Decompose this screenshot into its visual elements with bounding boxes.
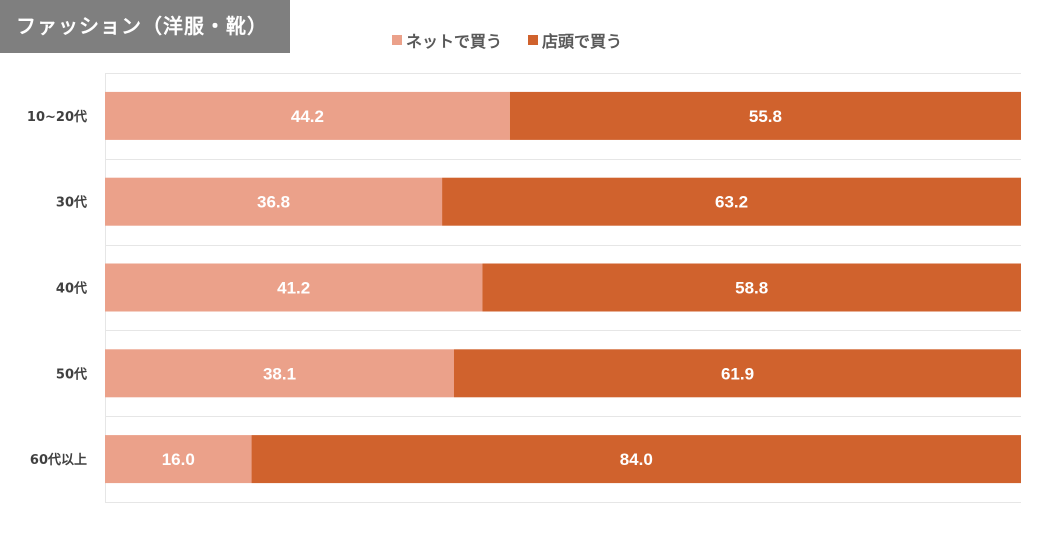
bar-segment bbox=[105, 435, 252, 484]
category-label: 10~20代 bbox=[27, 109, 87, 125]
bar-segment bbox=[453, 349, 1022, 398]
category-label: 30代 bbox=[56, 195, 87, 211]
data-label: 41.2 bbox=[277, 279, 310, 298]
bar-segment bbox=[105, 177, 443, 226]
legend-item-store: 店頭で買う bbox=[528, 28, 622, 52]
data-label: 36.8 bbox=[257, 193, 290, 212]
data-label: 44.2 bbox=[291, 107, 324, 126]
legend-swatch-online bbox=[392, 35, 402, 45]
category-label: 40代 bbox=[56, 281, 87, 297]
category-label: 60代以上 bbox=[30, 452, 87, 468]
data-label: 61.9 bbox=[721, 364, 754, 383]
bar-segment bbox=[105, 91, 510, 140]
legend-label-online: ネットで買う bbox=[406, 32, 503, 51]
bar-segment bbox=[105, 349, 454, 398]
category-label: 50代 bbox=[56, 366, 87, 382]
data-label: 55.8 bbox=[749, 107, 782, 126]
bar-segment bbox=[105, 263, 483, 312]
legend-swatch-store bbox=[528, 35, 539, 45]
data-label: 63.2 bbox=[715, 193, 748, 212]
bar-segment bbox=[251, 435, 1021, 484]
data-label: 58.8 bbox=[735, 279, 768, 298]
chart-title: ファッション（洋服・靴） bbox=[0, 0, 290, 53]
data-label: 84.0 bbox=[620, 450, 653, 469]
data-label: 16.0 bbox=[162, 450, 195, 469]
bar-segment bbox=[442, 177, 1021, 226]
legend-item-online: ネットで買う bbox=[392, 28, 502, 52]
data-label: 38.1 bbox=[263, 364, 296, 383]
bar-segment bbox=[482, 263, 1022, 312]
legend-label-store: 店頭で買う bbox=[542, 32, 623, 51]
bar-segment bbox=[509, 91, 1021, 140]
legend: ネットで買う 店頭で買う bbox=[392, 28, 648, 52]
